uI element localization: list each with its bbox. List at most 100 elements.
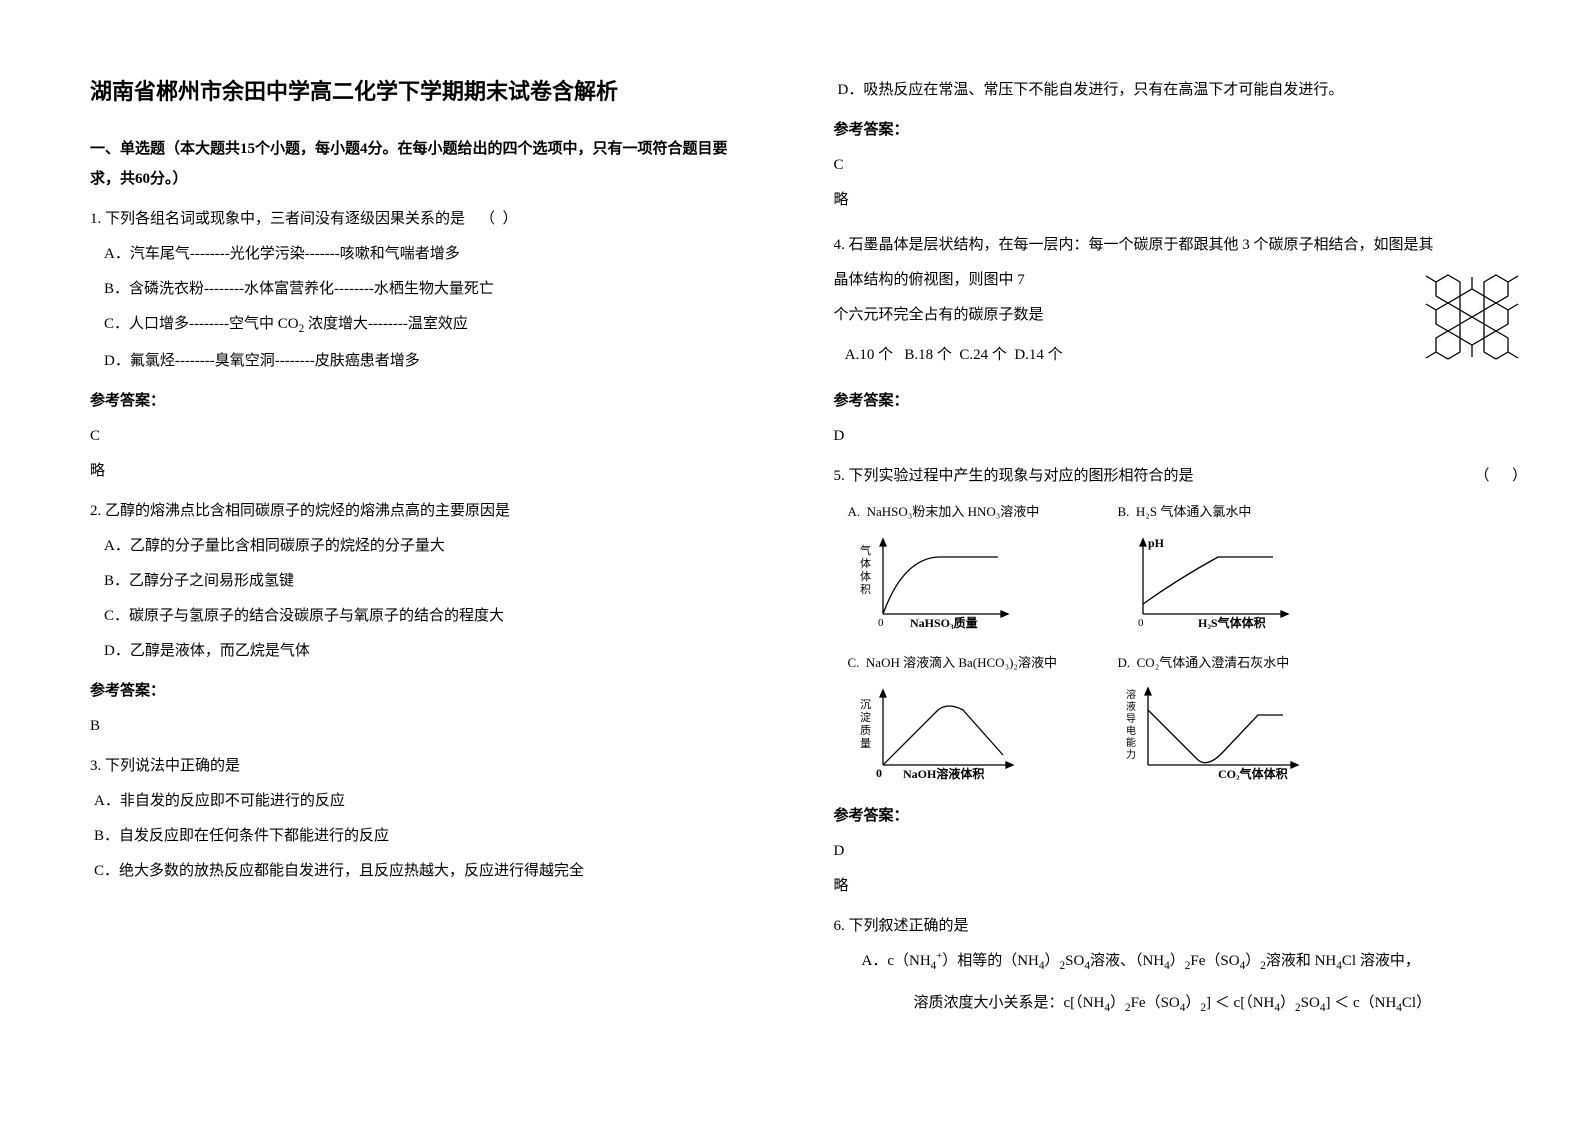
chart-c: C. NaOH 溶液滴入 Ba(HCO₃)₂溶液中 沉 淀 质 量 0 NaOH… xyxy=(848,650,1078,791)
q6-line2: 溶质浓度大小关系是：c[（NH4）2Fe（SO4）2] ＜ c[（NH4）2SO… xyxy=(914,988,1528,1020)
q2-opt-c: C．碳原子与氢原子的结合没碳原子与氧原子的结合的程度大 xyxy=(104,601,754,631)
q6-a-8: ） xyxy=(1245,953,1260,969)
q6-l2-6: ） xyxy=(1280,995,1295,1011)
chart-a-ylabel: 气 xyxy=(860,543,871,557)
q1-note: 略 xyxy=(90,456,754,486)
q1-c-pre: C．人口增多--------空气中 CO xyxy=(104,316,299,332)
chart-b-label: B. H₂S 气体通入氯水中 xyxy=(1118,499,1348,525)
chart-d-yl3: 导 xyxy=(1126,713,1136,725)
chart-d-yl5: 能 xyxy=(1126,736,1136,749)
chart-c-label: C. NaOH 溶液滴入 Ba(HCO₃)₂溶液中 xyxy=(848,650,1078,676)
answer-heading: 参考答案： xyxy=(90,676,754,706)
q3-opt-c: C．绝大多数的放热反应都能自发进行，且反应热越大，反应进行得越完全 xyxy=(94,856,754,886)
q2-answer: B xyxy=(90,711,754,741)
right-column: D．吸热反应在常温、常压下不能自发进行，只有在高温下才可能自发进行。 参考答案：… xyxy=(794,0,1587,1122)
q3-stem: 3. 下列说法中正确的是 xyxy=(90,751,754,781)
q6-l2-3: Fe（SO xyxy=(1131,995,1180,1011)
q1-opt-a: A．汽车尾气--------光化学污染-------咳嗽和气喘者增多 xyxy=(104,239,754,269)
chart-c-xlabel: NaOH溶液体积 xyxy=(903,766,984,780)
q1-opt-c: C．人口增多--------空气中 CO2 浓度增大--------温室效应 xyxy=(104,309,754,341)
chart-d-yl2: 液 xyxy=(1126,700,1136,713)
chart-a-label: A. NaHSO₃粉末加入 HNO₃溶液中 xyxy=(848,499,1078,525)
q4-stem-1: 4. 石墨晶体是层状结构，在每一层内：每一个碳原于都跟其他 3 个碳原子相结合，… xyxy=(834,230,1528,260)
left-column: 湖南省郴州市余田中学高二化学下学期期末试卷含解析 一、单选题（本大题共15个小题… xyxy=(0,0,794,1122)
answer-heading: 参考答案： xyxy=(834,801,1528,831)
answer-heading: 参考答案： xyxy=(834,115,1528,145)
chart-c-origin: 0 xyxy=(876,766,882,780)
q2-opt-b: B．乙醇分子之间易形成氢键 xyxy=(104,566,754,596)
q4-block: 4. 石墨晶体是层状结构，在每一层内：每一个碳原于都跟其他 3 个碳原子相结合，… xyxy=(834,220,1528,376)
q6-a-4: SO xyxy=(1065,953,1084,969)
q6-a-9: 溶液和 NH xyxy=(1266,953,1336,969)
chart-d-yl6: 力 xyxy=(1126,748,1136,761)
chart-b-xlabel: H₂S气体体积 xyxy=(1198,615,1266,629)
q6-a-2: ）相等的（NH xyxy=(942,953,1039,969)
q1-stem: 1. 下列各组名词或现象中，三者间没有逐级因果关系的是 （ ） xyxy=(90,204,754,234)
chart-a-xlabel: NaHSO₃质量 xyxy=(910,615,978,629)
chart-c-yl3: 质 xyxy=(860,724,871,737)
q3-opt-b: B．自发反应即在任何条件下都能进行的反应 xyxy=(94,821,754,851)
chart-b-svg: pH 0 H₂S气体体积 xyxy=(1118,529,1308,629)
q2-stem: 2. 乙醇的熔沸点比含相同碳原子的烷烃的熔沸点高的主要原因是 xyxy=(90,496,754,526)
chart-row-1: A. NaHSO₃粉末加入 HNO₃溶液中 气 体 体 积 0 NaHSO₃质量 xyxy=(848,499,1528,640)
q6-a-5: 溶液、（NH xyxy=(1090,953,1164,969)
q6-l2-8: ] ＜ c（NH xyxy=(1325,995,1396,1011)
q5-stem: 5. 下列实验过程中产生的现象与对应的图形相符合的是 （ ） xyxy=(834,461,1528,491)
q1-opt-b: B．含磷洗衣粉--------水体富营养化--------水栖生物大量死亡 xyxy=(104,274,754,304)
q3-note: 略 xyxy=(834,185,1528,215)
chart-c-yl2: 淀 xyxy=(860,710,871,724)
chart-a-origin: 0 xyxy=(878,617,884,629)
q1-answer: C xyxy=(90,421,754,451)
q5-paren: （ ） xyxy=(1474,461,1527,491)
q4-answer: D xyxy=(834,421,1528,451)
q6-stem: 6. 下列叙述正确的是 xyxy=(834,911,1528,941)
answer-heading: 参考答案： xyxy=(90,386,754,416)
chart-a-ylabel4: 积 xyxy=(860,583,871,596)
q5-charts: A. NaHSO₃粉末加入 HNO₃溶液中 气 体 体 积 0 NaHSO₃质量 xyxy=(848,499,1528,791)
chart-a-ylabel3: 体 xyxy=(860,569,871,583)
q3-answer: C xyxy=(834,150,1528,180)
chart-b: B. H₂S 气体通入氯水中 pH 0 H₂S气体体积 xyxy=(1118,499,1348,640)
q2-opt-a: A．乙醇的分子量比含相同碳原子的烷烃的分子量大 xyxy=(104,531,754,561)
q6-a-10: Cl 溶液中， xyxy=(1342,953,1420,969)
q5-note: 略 xyxy=(834,871,1528,901)
spacer xyxy=(834,978,1528,988)
chart-d: D. CO₂气体通入澄清石灰水中 溶 液 导 电 能 力 CO₂气 xyxy=(1118,650,1348,791)
chart-d-svg: 溶 液 导 电 能 力 CO₂气体体积 xyxy=(1118,680,1318,780)
q6-l2-1: 溶质浓度大小关系是：c[（NH xyxy=(914,995,1105,1011)
chart-c-svg: 沉 淀 质 量 0 NaOH溶液体积 xyxy=(848,680,1028,780)
chart-d-yl1: 溶 xyxy=(1126,688,1136,701)
chart-row-2: C. NaOH 溶液滴入 Ba(HCO₃)₂溶液中 沉 淀 质 量 0 NaOH… xyxy=(848,650,1528,791)
chart-a-ylabel2: 体 xyxy=(860,556,871,570)
q1-c-post: 浓度增大--------温室效应 xyxy=(304,316,468,332)
q6-a-6: ） xyxy=(1170,953,1185,969)
chart-d-xlabel: CO₂气体体积 xyxy=(1218,766,1288,780)
q6-l2-9: Cl） xyxy=(1402,995,1431,1011)
chart-d-yl4: 电 xyxy=(1126,724,1136,737)
chart-b-origin: 0 xyxy=(1138,617,1144,629)
q3-opt-d: D．吸热反应在常温、常压下不能自发进行，只有在高温下才可能自发进行。 xyxy=(838,75,1528,105)
page-title: 湖南省郴州市余田中学高二化学下学期期末试卷含解析 xyxy=(90,70,754,114)
hexagon-svg xyxy=(1417,265,1527,365)
chart-c-yl1: 沉 xyxy=(860,698,871,711)
q5-answer: D xyxy=(834,836,1528,866)
q1-opt-d: D．氟氯烃--------臭氧空洞--------皮肤癌患者增多 xyxy=(104,346,754,376)
q6-l2-5: ] ＜ c[（NH xyxy=(1206,995,1274,1011)
chart-c-yl4: 量 xyxy=(860,737,871,750)
q3-opt-a: A．非自发的反应即不可能进行的反应 xyxy=(94,786,754,816)
q2-opt-d: D．乙醇是液体，而乙烷是气体 xyxy=(104,636,754,666)
chart-b-ylabel: pH xyxy=(1148,536,1165,550)
q5-stem-text: 5. 下列实验过程中产生的现象与对应的图形相符合的是 xyxy=(834,468,1194,484)
q6-a-3: ） xyxy=(1045,953,1060,969)
q6-l2-4: ） xyxy=(1185,995,1200,1011)
chart-a-svg: 气 体 体 积 0 NaHSO₃质量 xyxy=(848,529,1018,629)
answer-heading: 参考答案： xyxy=(834,386,1528,416)
section-heading: 一、单选题（本大题共15个小题，每小题4分。在每小题给出的四个选项中，只有一项符… xyxy=(90,134,754,194)
q6-a-1: A．c（NH xyxy=(862,953,931,969)
q6-a-7: Fe（SO xyxy=(1190,953,1239,969)
q6-opt-a: A．c（NH4+）相等的（NH4）2SO4溶液、（NH4）2Fe（SO4）2溶液… xyxy=(862,946,1528,978)
chart-a: A. NaHSO₃粉末加入 HNO₃溶液中 气 体 体 积 0 NaHSO₃质量 xyxy=(848,499,1078,640)
hexagon-figure xyxy=(1417,265,1527,376)
chart-d-label: D. CO₂气体通入澄清石灰水中 xyxy=(1118,650,1348,676)
q6-l2-2: ） xyxy=(1110,995,1125,1011)
